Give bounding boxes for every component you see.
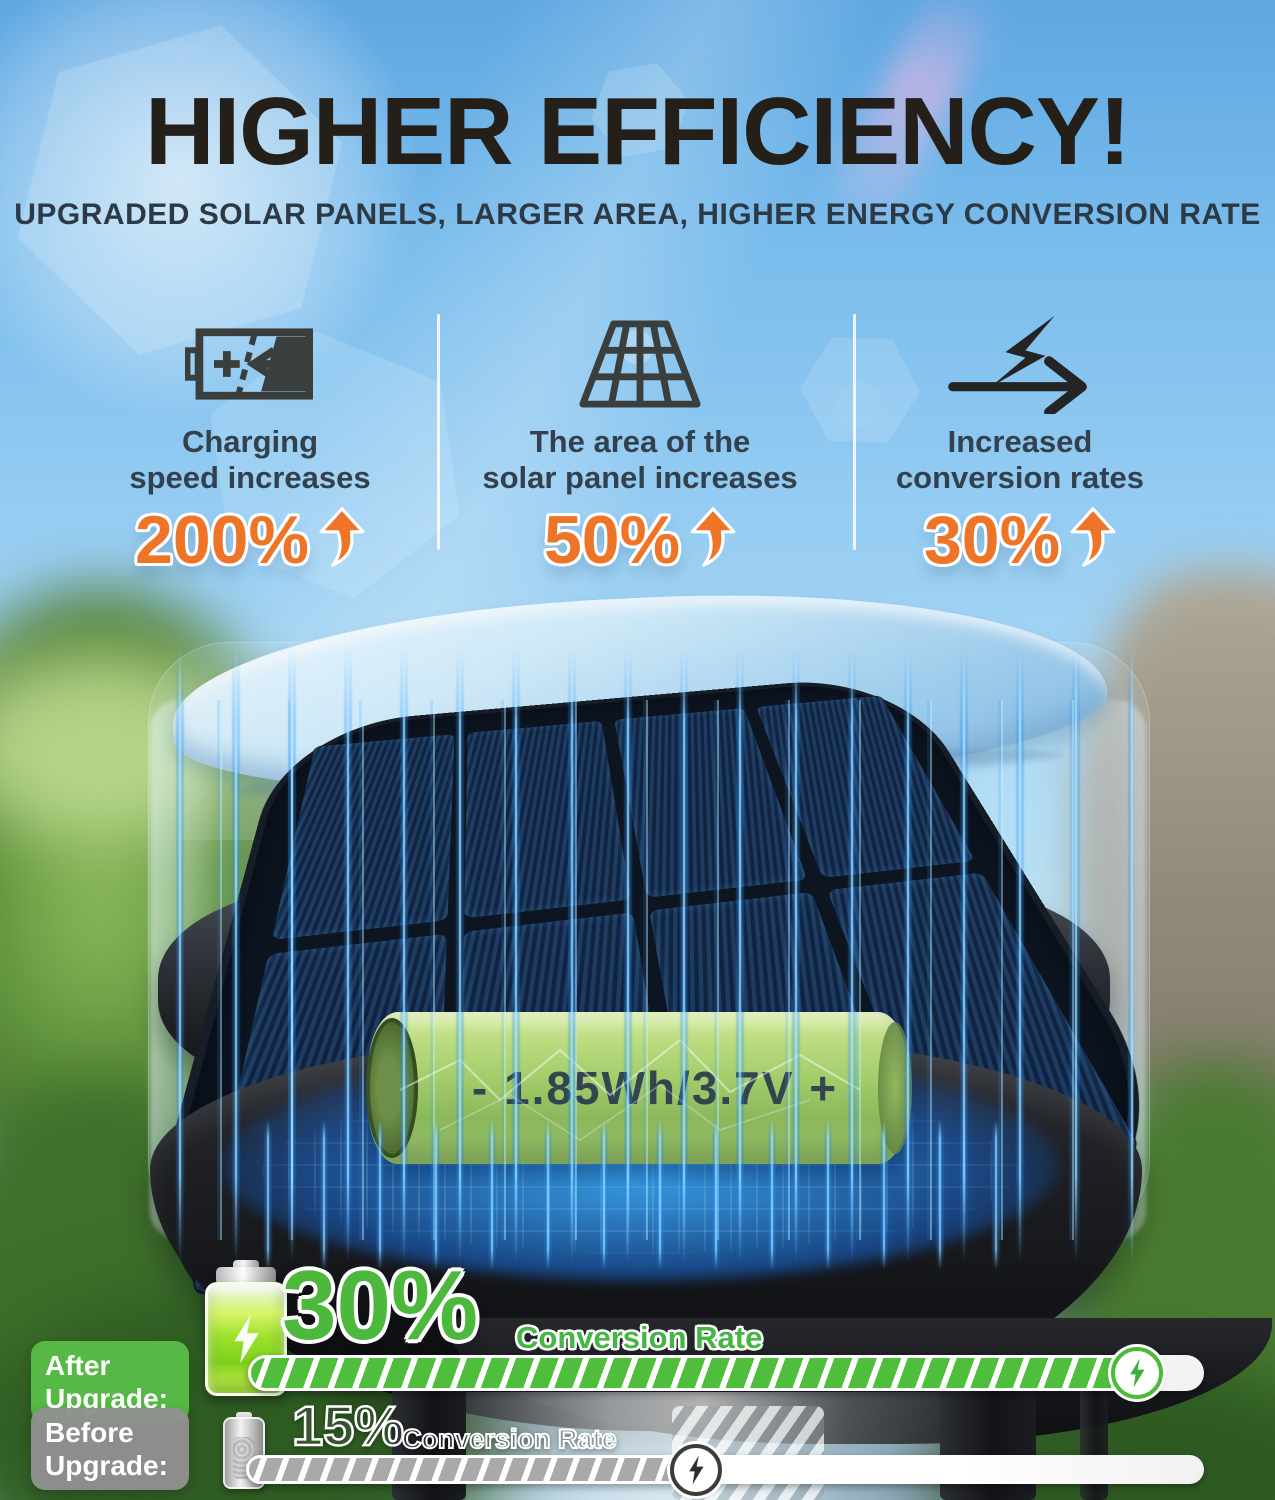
energy-bolt-marker [670, 1444, 722, 1496]
orange-up-arrow-icon [690, 506, 736, 568]
stat-label-line2: solar panel increases [465, 460, 815, 496]
stat-percent: 200% [135, 506, 309, 574]
before-conversion-value: 15% [292, 1398, 404, 1454]
stat-label: The area of the solar panel increases [465, 424, 815, 496]
after-conversion-value: 30% [282, 1256, 478, 1354]
stat-value: 30% [845, 506, 1195, 574]
before-progress-fill [246, 1455, 696, 1484]
stat-charging-speed: Charging speed increases 200% [85, 312, 415, 574]
page-subtitle: UPGRADED SOLAR PANELS, LARGER AREA, HIGH… [0, 198, 1275, 232]
solar-panel-icon [465, 312, 815, 416]
after-conversion-caption: Conversion Rate [516, 1320, 762, 1356]
before-progress-bar [246, 1455, 1204, 1484]
badge-line1: Before [45, 1416, 189, 1449]
stat-label-line1: Increased [845, 424, 1195, 460]
page-title: HIGHER EFFICIENCY! [0, 84, 1275, 180]
stat-label-line2: speed increases [85, 460, 415, 496]
badge-line2: Upgrade: [45, 1449, 189, 1482]
stat-value: 200% [85, 506, 415, 574]
before-upgrade-badge: Before Upgrade: [31, 1408, 189, 1490]
lightning-conversion-icon [845, 312, 1195, 416]
stat-label: Increased conversion rates [845, 424, 1195, 496]
stat-percent: 50% [544, 506, 680, 574]
stat-label-line1: The area of the [465, 424, 815, 460]
before-conversion-caption: Conversion Rate [402, 1424, 617, 1455]
stat-panel-area: The area of the solar panel increases 50… [465, 312, 815, 574]
stat-percent: 30% [924, 506, 1060, 574]
stat-divider [437, 314, 440, 550]
after-progress-fill [248, 1355, 1137, 1391]
blue-light-streaks [240, 1120, 1040, 1270]
stat-label: Charging speed increases [85, 424, 415, 496]
energy-bolt-marker [1111, 1347, 1163, 1399]
stat-label-line2: conversion rates [845, 460, 1195, 496]
lightning-icon [1126, 1358, 1148, 1388]
lightning-icon [685, 1455, 707, 1485]
solar-light-efficiency-infographic: HIGHER EFFICIENCY! UPGRADED SOLAR PANELS… [0, 0, 1275, 1500]
stat-label-line1: Charging [85, 424, 415, 460]
charging-battery-icon [85, 312, 415, 416]
stat-value: 50% [465, 506, 815, 574]
orange-up-arrow-icon [319, 506, 365, 568]
stat-conversion-rate: Increased conversion rates 30% [845, 312, 1195, 574]
badge-line1: After [45, 1349, 189, 1382]
after-progress-bar [248, 1355, 1204, 1391]
orange-up-arrow-icon [1070, 506, 1116, 568]
